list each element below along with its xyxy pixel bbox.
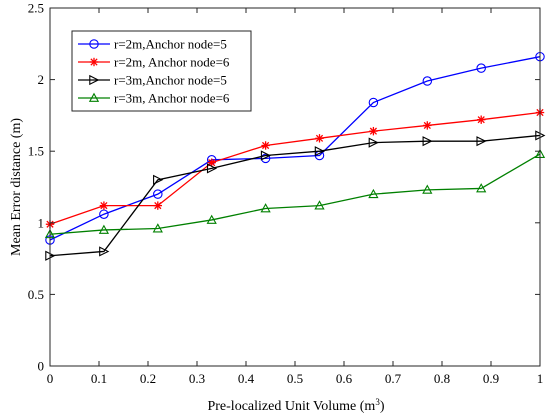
axes: 0 0.1 0.2 0.3 0.4 0.5 0.6 0.7 0.8 0.9 1 0 0.5 1 1.5 2 2.… xyxy=(28,1,544,387)
data-point xyxy=(422,184,433,194)
x-axis-label-main: Pre-localized Unit Volume (m xyxy=(207,399,375,414)
series-line xyxy=(49,153,541,235)
data-point xyxy=(153,201,162,210)
data-point xyxy=(422,76,433,86)
star-stroke xyxy=(315,134,324,142)
legend-marker xyxy=(89,74,100,86)
data-point xyxy=(476,63,486,73)
legend: r=2m,Anchor node=5 r=2m, Anchor node=6 r=3… xyxy=(71,30,252,112)
x-axis-label-end: ) xyxy=(380,399,385,414)
legend-label: r=3m,Anchor node=5 xyxy=(114,73,227,88)
x-tick-label: 0.2 xyxy=(140,371,156,386)
data-point xyxy=(261,141,270,150)
legend-marker xyxy=(89,39,99,49)
data-point xyxy=(99,201,109,210)
star-stroke xyxy=(90,58,98,66)
legend-label: r=2m,Anchor node=5 xyxy=(114,37,227,52)
data-point xyxy=(152,223,163,233)
x-tick-label: 0.9 xyxy=(483,371,499,386)
data-point xyxy=(99,209,109,219)
legend-item: r=3m, Anchor node=6 xyxy=(78,91,230,106)
x-tick-label: 0 xyxy=(47,371,54,386)
data-point xyxy=(423,121,432,130)
data-point xyxy=(206,163,218,174)
legend-item: r=3m,Anchor node=5 xyxy=(78,73,227,88)
legend-marker xyxy=(88,92,100,102)
star-stroke xyxy=(100,202,108,210)
data-point xyxy=(422,136,433,147)
x-tick-label: 0.7 xyxy=(385,371,402,386)
y-tick-label: 1.5 xyxy=(28,144,44,159)
data-point xyxy=(260,203,271,213)
x-axis-label: Pre-localized Unit Volume (m3) xyxy=(207,397,384,414)
y-tick-label: 0 xyxy=(38,359,45,374)
data-point xyxy=(314,146,325,157)
y-tick-label: 0.5 xyxy=(28,287,44,302)
data-point xyxy=(153,174,164,185)
series-4 xyxy=(44,148,546,239)
series-line xyxy=(49,134,541,257)
star-stroke xyxy=(477,116,485,124)
series-layer xyxy=(44,51,546,261)
x-tick-label: 0.4 xyxy=(238,371,255,386)
x-axis-label-superscript: 3 xyxy=(375,397,380,407)
x-tick-label: 0.3 xyxy=(189,371,205,386)
data-point xyxy=(314,200,325,210)
data-point xyxy=(368,97,379,108)
data-point xyxy=(368,137,379,148)
series-2 xyxy=(45,108,545,229)
x-tick-label: 0.8 xyxy=(434,371,450,386)
data-point xyxy=(476,183,487,193)
legend-label: r=3m, Anchor node=6 xyxy=(114,91,230,106)
series-line xyxy=(49,56,541,241)
star-stroke xyxy=(154,202,162,210)
y-tick-label: 2 xyxy=(38,72,45,87)
legend-marker xyxy=(89,57,99,67)
star-stroke xyxy=(369,127,378,135)
data-point xyxy=(476,136,487,147)
x-tick-label: 0.6 xyxy=(336,371,353,386)
legend-item: r=2m,Anchor node=5 xyxy=(78,37,227,52)
y-tick-label: 2.5 xyxy=(28,1,44,16)
data-point xyxy=(206,214,217,224)
legend-label: r=2m, Anchor node=6 xyxy=(114,55,230,70)
data-point xyxy=(315,134,324,143)
data-point xyxy=(99,246,110,257)
x-tick-label: 0.5 xyxy=(287,371,303,386)
x-tick-label: 1 xyxy=(537,371,544,386)
legend-item: r=2m, Anchor node=6 xyxy=(78,55,230,70)
data-point xyxy=(98,224,110,234)
data-point xyxy=(477,115,486,124)
data-point xyxy=(153,189,163,199)
y-tick-label: 1 xyxy=(38,215,45,230)
series-line xyxy=(49,111,541,225)
star-stroke xyxy=(261,141,270,150)
series-3 xyxy=(45,130,546,261)
data-point xyxy=(207,158,216,167)
y-axis-label: Mean Error distance (m) xyxy=(9,118,24,256)
data-point xyxy=(369,126,378,136)
x-tick-label: 0.1 xyxy=(91,371,107,386)
data-point xyxy=(260,150,272,161)
star-stroke xyxy=(423,121,431,130)
data-point xyxy=(368,188,379,199)
